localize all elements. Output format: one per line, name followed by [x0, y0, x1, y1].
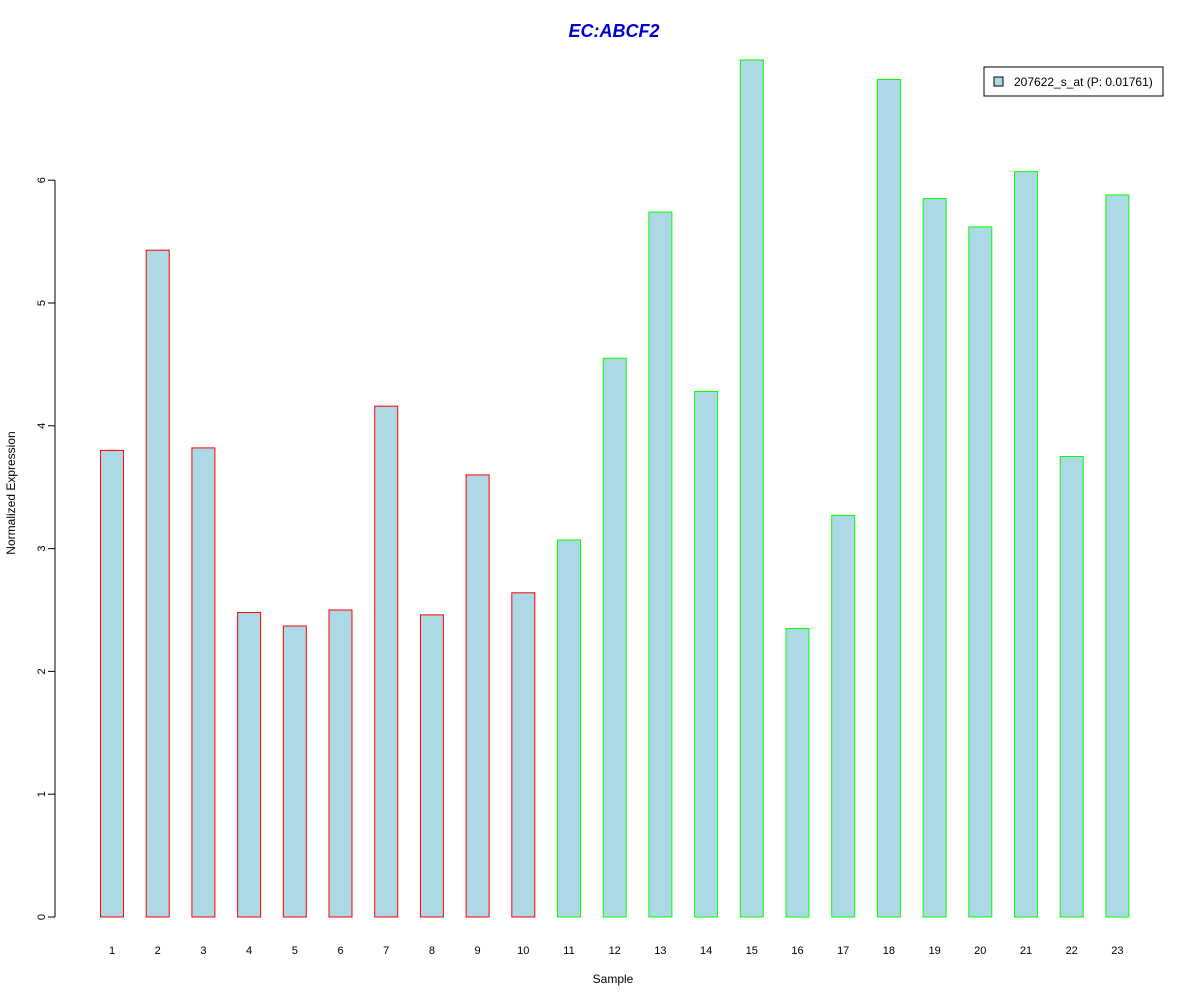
- x-tick-label: 14: [700, 945, 712, 957]
- bar-sample-2: [145, 249, 170, 918]
- y-tick-label: 2: [36, 668, 48, 674]
- x-tick-label: 11: [563, 945, 574, 957]
- x-tick-label: 8: [429, 945, 435, 957]
- bar-sample-4: [237, 612, 262, 918]
- x-tick-label: 20: [974, 945, 986, 957]
- bars: [100, 59, 1130, 918]
- bar-sample-12: [602, 357, 627, 918]
- bar-sample-13: [648, 211, 673, 918]
- bar-sample-22: [1059, 456, 1084, 918]
- x-tick-label: 2: [155, 945, 161, 957]
- y-axis-label: Normalized Expression: [4, 431, 18, 554]
- bar-sample-1: [100, 449, 124, 918]
- x-tick-label: 10: [517, 945, 529, 957]
- x-tick-label: 23: [1111, 945, 1123, 957]
- bar-sample-14: [694, 390, 719, 918]
- x-tick-label: 3: [200, 945, 206, 957]
- y-axis: 0 1 2 3 4 5 6: [36, 177, 56, 920]
- x-tick-label: 16: [791, 945, 803, 957]
- chart-title: EC:ABCF2: [568, 21, 659, 41]
- x-tick-label: 6: [337, 945, 343, 957]
- bar-sample-23: [1105, 194, 1130, 918]
- legend: 207622_s_at (P: 0.01761): [983, 66, 1164, 97]
- bar-sample-21: [1014, 171, 1038, 918]
- y-tick-label: 4: [36, 423, 48, 429]
- legend-box: [983, 66, 1164, 97]
- y-tick-label: 6: [36, 177, 48, 183]
- x-axis-label: Sample: [593, 972, 634, 986]
- x-tick-label: 22: [1066, 945, 1078, 957]
- x-tick-label: 9: [475, 945, 481, 957]
- legend-swatch: [993, 76, 1004, 87]
- x-tick-label: 7: [383, 945, 389, 957]
- y-tick-label: 1: [36, 791, 48, 797]
- x-tick-label: 1: [109, 945, 115, 957]
- bar-sample-10: [511, 592, 536, 918]
- x-axis-tick-labels: 1 2 3 4 5 6 7 8 9 10 11 12 13 14 15 16 17 18 19 20 21 22 23: [109, 945, 1124, 957]
- x-tick-label: 4: [246, 945, 252, 957]
- bar-sample-9: [465, 474, 490, 918]
- bar-sample-6: [328, 609, 353, 918]
- y-tick-label: 5: [36, 300, 48, 306]
- bar-sample-20: [968, 226, 993, 918]
- x-tick-label: 5: [292, 945, 298, 957]
- x-tick-label: 17: [837, 945, 849, 957]
- x-tick-label: 15: [746, 945, 758, 957]
- bar-sample-19: [922, 198, 947, 918]
- bar-sample-17: [831, 514, 856, 918]
- bar-sample-3: [191, 447, 216, 918]
- x-tick-label: 18: [883, 945, 895, 957]
- y-tick-label: 0: [36, 914, 48, 920]
- bar-sample-8: [419, 614, 444, 918]
- bar-sample-11: [557, 539, 581, 918]
- bar-sample-7: [374, 405, 399, 918]
- x-tick-label: 21: [1020, 945, 1032, 957]
- bar-sample-18: [876, 79, 901, 918]
- bar-sample-15: [739, 59, 764, 918]
- bar-sample-16: [785, 627, 810, 918]
- legend-entry-label: 207622_s_at (P: 0.01761): [1014, 75, 1153, 89]
- x-tick-label: 12: [609, 945, 621, 957]
- y-tick-label: 3: [36, 546, 48, 552]
- bar-sample-5: [282, 625, 307, 918]
- x-tick-label: 13: [654, 945, 666, 957]
- x-tick-label: 19: [928, 945, 940, 957]
